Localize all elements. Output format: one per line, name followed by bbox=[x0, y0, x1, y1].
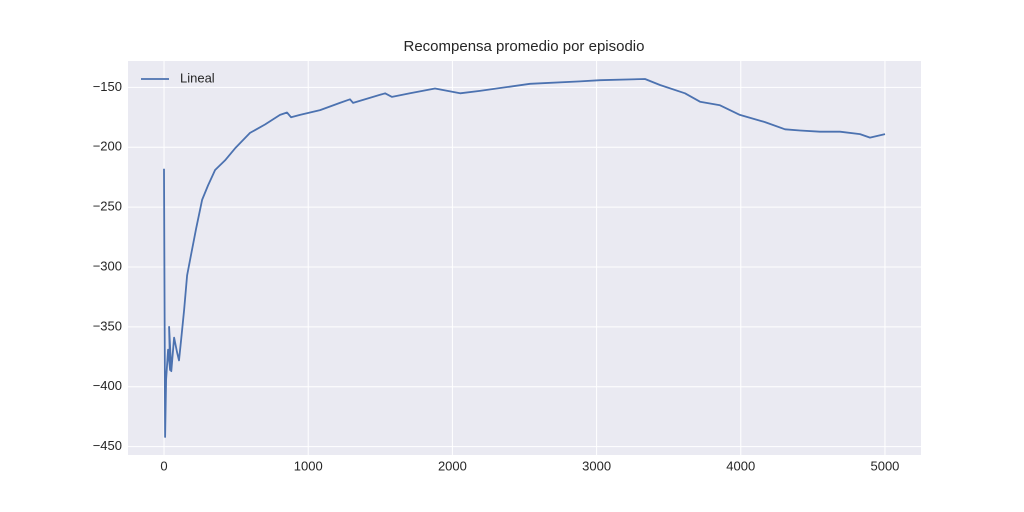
data-line bbox=[163, 78, 886, 438]
y-tick-label: −450 bbox=[93, 438, 122, 453]
y-tick-label: −250 bbox=[93, 199, 122, 214]
x-tick-label: 5000 bbox=[870, 458, 899, 473]
y-tick-label: −350 bbox=[93, 318, 122, 333]
y-tick-label: −150 bbox=[93, 79, 122, 94]
x-tick-label: 0 bbox=[160, 458, 167, 473]
x-tick-label: 1000 bbox=[294, 458, 323, 473]
chart-title: Recompensa promedio por episodio bbox=[404, 38, 645, 55]
x-tick-label: 2000 bbox=[438, 458, 467, 473]
x-tick-label: 3000 bbox=[582, 458, 611, 473]
y-tick-label: −200 bbox=[93, 139, 122, 154]
y-tick-label: −300 bbox=[93, 258, 122, 273]
y-tick-label: −400 bbox=[93, 378, 122, 393]
legend-label: Lineal bbox=[180, 70, 215, 85]
x-tick-label: 4000 bbox=[726, 458, 755, 473]
plot-area bbox=[128, 61, 921, 455]
